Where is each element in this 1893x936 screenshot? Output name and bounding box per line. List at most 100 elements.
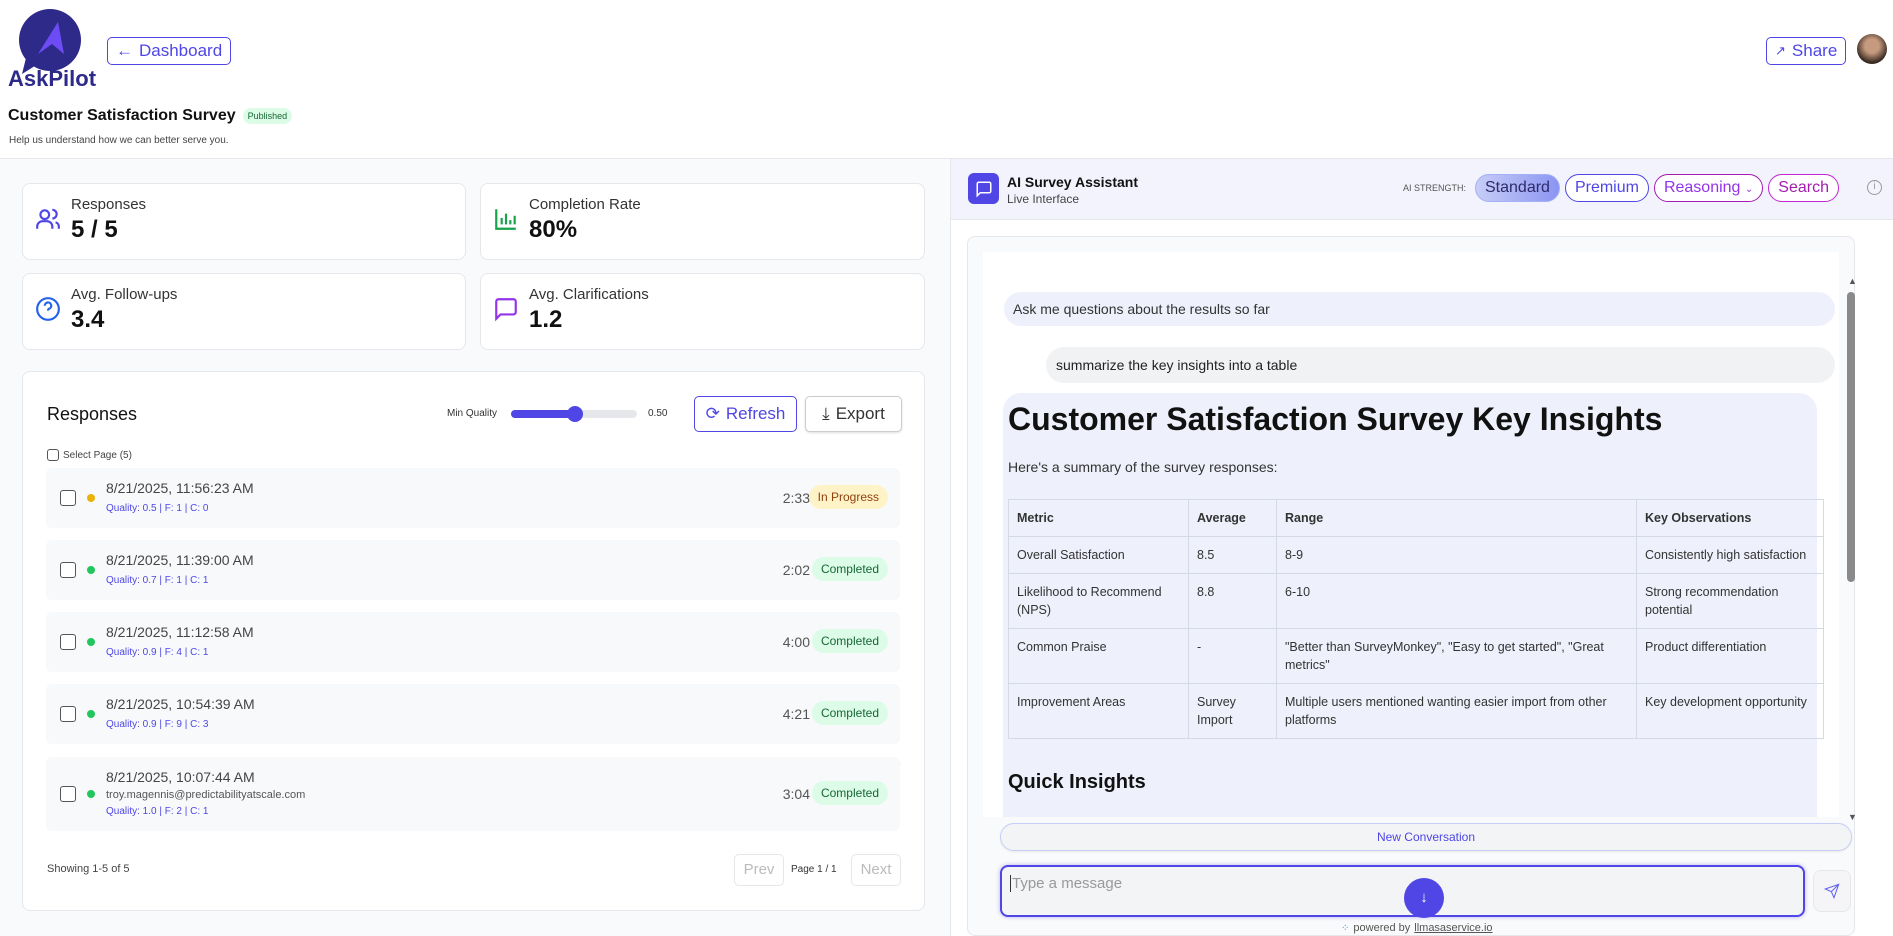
row-checkbox[interactable] bbox=[60, 490, 76, 506]
export-button[interactable]: ⤓ Export bbox=[805, 396, 902, 432]
download-icon: ⤓ bbox=[822, 404, 830, 423]
response-row[interactable]: 8/21/2025, 11:39:00 AM Quality: 0.7 | F:… bbox=[46, 540, 900, 600]
responses-title: Responses bbox=[47, 404, 138, 424]
bar-chart-icon bbox=[495, 209, 516, 230]
response-row[interactable]: 8/21/2025, 11:56:23 AM Quality: 0.5 | F:… bbox=[46, 468, 900, 528]
response-row[interactable]: 8/21/2025, 11:12:58 AM Quality: 0.9 | F:… bbox=[46, 612, 900, 672]
external-link-icon: ↗ bbox=[1775, 43, 1786, 58]
message-square-icon bbox=[495, 298, 517, 322]
select-page-checkbox[interactable] bbox=[47, 449, 59, 461]
status-dot bbox=[87, 638, 95, 646]
row-checkbox[interactable] bbox=[60, 706, 76, 722]
table-cell: 8-9 bbox=[1276, 536, 1637, 574]
llmasaservice-logo-icon: ⁘ bbox=[1341, 922, 1350, 934]
select-page-label: Select Page (5) bbox=[63, 449, 132, 461]
quick-insights-heading: Quick Insights bbox=[1008, 771, 1146, 793]
status-dot bbox=[87, 790, 95, 798]
status-badge: Completed bbox=[811, 557, 888, 581]
row-checkbox[interactable] bbox=[60, 562, 76, 578]
assistant-header: AI Survey Assistant Live Interface AI ST… bbox=[951, 159, 1893, 220]
table-cell: Consistently high satisfaction bbox=[1636, 536, 1824, 574]
chevron-down-icon: ⌄ bbox=[1744, 184, 1754, 195]
min-quality-value: 0.50 bbox=[648, 408, 668, 419]
chat-icon bbox=[968, 173, 999, 204]
powered-by-link[interactable]: llmasaservice.io bbox=[1414, 922, 1493, 934]
table-cell: 8.5 bbox=[1188, 536, 1277, 574]
assistant-intro-message: Ask me questions about the results so fa… bbox=[1004, 292, 1835, 326]
reply-title: Customer Satisfaction Survey Key Insight… bbox=[1008, 401, 1663, 437]
next-button[interactable]: Next bbox=[851, 854, 901, 886]
status-dot bbox=[87, 710, 95, 718]
stat-card-completion-rate: Completion Rate 80% bbox=[480, 183, 925, 260]
table-cell: - bbox=[1188, 628, 1277, 684]
stat-card-avg-follow-ups: Avg. Follow-ups 3.4 bbox=[22, 273, 466, 350]
page-subtitle: Help us understand how we can better ser… bbox=[9, 135, 229, 146]
table-cell: Common Praise bbox=[1008, 628, 1189, 684]
chat-messages: Ask me questions about the results so fa… bbox=[983, 252, 1839, 817]
response-row[interactable]: 8/21/2025, 10:54:39 AM Quality: 0.9 | F:… bbox=[46, 684, 900, 744]
mode-standard[interactable]: Standard bbox=[1475, 174, 1560, 202]
mode-search[interactable]: Search bbox=[1768, 174, 1839, 202]
table-cell: 6-10 bbox=[1276, 573, 1637, 629]
info-icon[interactable]: i bbox=[1867, 180, 1882, 195]
assistant-subtitle: Live Interface bbox=[1007, 192, 1080, 206]
min-quality-slider[interactable] bbox=[511, 406, 637, 422]
logo[interactable]: AskPilot bbox=[8, 8, 98, 92]
scroll-to-bottom-button[interactable]: ↓ bbox=[1404, 878, 1444, 918]
table-row: Improvement Areas Survey Import Multiple u… bbox=[1008, 683, 1824, 739]
status-badge: Completed bbox=[811, 781, 888, 805]
scrollbar-thumb[interactable] bbox=[1847, 292, 1855, 582]
slider-fill bbox=[511, 410, 574, 418]
response-row[interactable]: 8/21/2025, 10:07:44 AM troy.magennis@pre… bbox=[46, 757, 900, 831]
row-checkbox[interactable] bbox=[60, 634, 76, 650]
brand-name: AskPilot bbox=[8, 66, 97, 91]
table-cell: Improvement Areas bbox=[1008, 683, 1189, 739]
insights-table: Metric Average Range Key Observations Ov… bbox=[1008, 499, 1824, 739]
table-cell: "Better than SurveyMonkey", "Easy to get… bbox=[1276, 628, 1637, 684]
table-cell: Multiple users mentioned wanting easier … bbox=[1276, 683, 1637, 739]
status-dot bbox=[87, 566, 95, 574]
showing-count: Showing 1-5 of 5 bbox=[47, 863, 130, 875]
back-to-dashboard-button[interactable]: ← Dashboard bbox=[107, 37, 232, 65]
status-badge: Published bbox=[242, 108, 293, 124]
message-input[interactable]: Type a message bbox=[1000, 865, 1805, 917]
arrow-left-icon: ← bbox=[116, 41, 133, 60]
assistant-reply: Customer Satisfaction Survey Key Insight… bbox=[1003, 393, 1824, 817]
share-button[interactable]: ↗ Share bbox=[1766, 37, 1847, 65]
prev-button[interactable]: Prev bbox=[734, 854, 784, 886]
table-cell: Overall Satisfaction bbox=[1008, 536, 1189, 574]
table-cell: Product differentiation bbox=[1636, 628, 1824, 684]
reply-intro: Here's a summary of the survey responses… bbox=[1008, 459, 1278, 475]
status-badge: Completed bbox=[811, 701, 888, 725]
chat-scrollbar-track[interactable]: ▲ ▼ bbox=[1847, 276, 1857, 822]
table-cell: Survey Import bbox=[1188, 683, 1277, 739]
mode-reasoning[interactable]: Reasoning ⌄ bbox=[1653, 174, 1764, 202]
new-conversation-button[interactable]: New Conversation bbox=[1000, 823, 1852, 851]
avatar[interactable] bbox=[1857, 34, 1887, 64]
stat-card-avg-clarifications: Avg. Clarifications 1.2 bbox=[480, 273, 925, 350]
users-icon bbox=[36, 208, 60, 229]
assistant-title: AI Survey Assistant bbox=[1007, 174, 1138, 190]
askpilot-logo-icon bbox=[19, 9, 81, 74]
slider-handle[interactable] bbox=[567, 406, 583, 422]
table-row: Overall Satisfaction 8.5 8-9 Consistently h… bbox=[1008, 536, 1824, 574]
stat-card-responses: Responses 5 / 5 bbox=[22, 183, 466, 260]
refresh-button[interactable]: ⟳ Refresh bbox=[694, 396, 797, 432]
status-badge: In Progress bbox=[808, 485, 888, 509]
table-cell: 8.8 bbox=[1188, 573, 1277, 629]
send-button[interactable] bbox=[1813, 870, 1851, 912]
arrow-down-icon: ↓ bbox=[1420, 889, 1428, 906]
ai-strength-label: AI STRENGTH: bbox=[1403, 183, 1467, 193]
table-row: Likelihood to Recommend (NPS) 8.8 6-10 Stro… bbox=[1008, 573, 1824, 629]
status-badge: Completed bbox=[811, 629, 888, 653]
page-indicator: Page 1 / 1 bbox=[791, 864, 837, 875]
table-cell: Likelihood to Recommend (NPS) bbox=[1008, 573, 1189, 629]
table-cell: Strong recommendation potential bbox=[1636, 573, 1824, 629]
row-checkbox[interactable] bbox=[60, 786, 76, 802]
table-row: Common Praise - "Better than SurveyMonkey"… bbox=[1008, 628, 1824, 684]
user-message: summarize the key insights into a table bbox=[1046, 347, 1835, 383]
mode-premium[interactable]: Premium bbox=[1564, 174, 1649, 202]
min-quality-label: Min Quality bbox=[447, 408, 498, 419]
send-icon bbox=[1824, 883, 1840, 899]
help-circle-icon bbox=[36, 297, 60, 321]
